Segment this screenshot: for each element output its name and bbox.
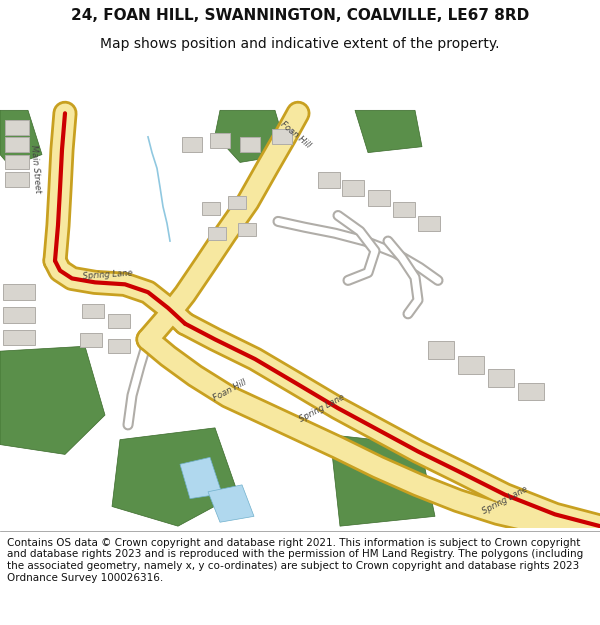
Polygon shape bbox=[0, 346, 105, 454]
Polygon shape bbox=[82, 304, 104, 318]
Polygon shape bbox=[3, 307, 35, 322]
Polygon shape bbox=[208, 485, 254, 522]
Polygon shape bbox=[342, 180, 364, 196]
Polygon shape bbox=[5, 173, 29, 187]
Text: Spring Lane: Spring Lane bbox=[481, 485, 529, 516]
Polygon shape bbox=[108, 339, 130, 353]
Text: Main Street: Main Street bbox=[29, 145, 43, 194]
Polygon shape bbox=[228, 196, 246, 209]
Text: Contains OS data © Crown copyright and database right 2021. This information is : Contains OS data © Crown copyright and d… bbox=[7, 538, 583, 582]
Polygon shape bbox=[0, 111, 42, 166]
Text: Spring Lane: Spring Lane bbox=[298, 392, 346, 424]
Polygon shape bbox=[368, 190, 390, 206]
Polygon shape bbox=[393, 202, 415, 217]
Polygon shape bbox=[318, 173, 340, 188]
Polygon shape bbox=[418, 216, 440, 231]
Text: 24, FOAN HILL, SWANNINGTON, COALVILLE, LE67 8RD: 24, FOAN HILL, SWANNINGTON, COALVILLE, L… bbox=[71, 8, 529, 23]
Polygon shape bbox=[330, 435, 435, 526]
Polygon shape bbox=[108, 314, 130, 328]
Polygon shape bbox=[5, 154, 29, 169]
Polygon shape bbox=[180, 458, 222, 499]
Polygon shape bbox=[355, 111, 422, 152]
Polygon shape bbox=[518, 382, 544, 401]
Text: Map shows position and indicative extent of the property.: Map shows position and indicative extent… bbox=[100, 37, 500, 51]
Polygon shape bbox=[458, 356, 484, 374]
Polygon shape bbox=[208, 228, 226, 240]
Polygon shape bbox=[238, 223, 256, 236]
Polygon shape bbox=[3, 284, 35, 300]
Polygon shape bbox=[272, 129, 292, 144]
Polygon shape bbox=[202, 202, 220, 214]
Polygon shape bbox=[428, 341, 454, 359]
Polygon shape bbox=[112, 428, 238, 526]
Text: Foan Hill: Foan Hill bbox=[279, 120, 313, 150]
Polygon shape bbox=[182, 137, 202, 152]
Polygon shape bbox=[210, 133, 230, 148]
Polygon shape bbox=[5, 120, 29, 135]
Polygon shape bbox=[488, 369, 514, 386]
Polygon shape bbox=[3, 329, 35, 345]
Polygon shape bbox=[215, 111, 288, 162]
Polygon shape bbox=[240, 137, 260, 152]
Text: Foan Hill: Foan Hill bbox=[212, 378, 248, 403]
Text: Spring Lane: Spring Lane bbox=[83, 268, 133, 281]
Polygon shape bbox=[5, 137, 29, 152]
Polygon shape bbox=[80, 334, 102, 348]
